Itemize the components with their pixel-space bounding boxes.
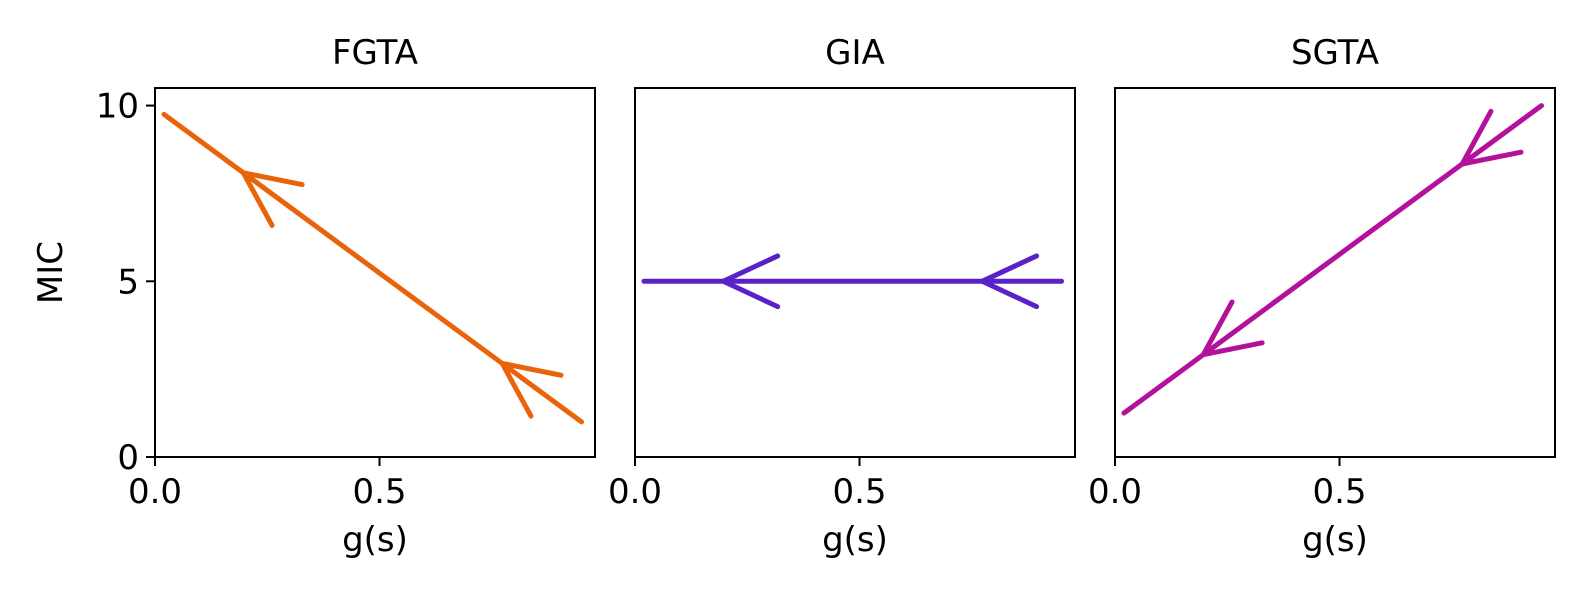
direction-arrow-1-1	[238, 169, 305, 228]
y-tick-label-1-1: 0	[117, 438, 139, 478]
x-tick-label-1-2: 0.5	[352, 472, 406, 512]
direction-arrow-2-2	[976, 253, 1040, 310]
x-tick-label-3-1: 0.0	[1088, 472, 1142, 512]
y-tick-label-1-2: 5	[117, 262, 139, 302]
chart-panel-2: GIA 0.0 0.5 g(s)	[608, 33, 1076, 560]
axes-frame-2	[634, 87, 1076, 458]
direction-arrow-3-2	[1457, 108, 1524, 168]
chart-title-3: SGTA	[1291, 33, 1379, 73]
series-line-1-1	[161, 111, 585, 425]
x-tick-label-1-1: 0.0	[128, 472, 182, 512]
direction-arrow-1-2	[497, 359, 564, 419]
chart-title-1: FGTA	[332, 33, 418, 73]
chart-panel-1: FGTA 0.0 0.5 0 5 10 g(s) MIC	[31, 33, 596, 560]
direction-arrow-2-1	[717, 253, 781, 310]
chart-title-2: GIA	[825, 33, 885, 73]
direction-arrow-3-1	[1198, 299, 1265, 359]
x-axis-label-1: g(s)	[342, 520, 408, 560]
x-axis-label-2: g(s)	[822, 520, 888, 560]
x-tick-label-2-2: 0.5	[832, 472, 886, 512]
chart-panel-3: SGTA 0.0 0.5 g(s)	[1088, 33, 1556, 560]
y-axis-label-1: MIC	[31, 241, 71, 304]
axes-frame-1	[154, 87, 596, 458]
y-tick-label-1-3: 10	[96, 87, 139, 127]
x-tick-label-3-2: 0.5	[1312, 472, 1366, 512]
axes-frame-3	[1114, 87, 1556, 458]
x-axis-label-3: g(s)	[1302, 520, 1368, 560]
x-tick-label-2-1: 0.0	[608, 472, 662, 512]
series-line-3-1	[1121, 103, 1545, 416]
